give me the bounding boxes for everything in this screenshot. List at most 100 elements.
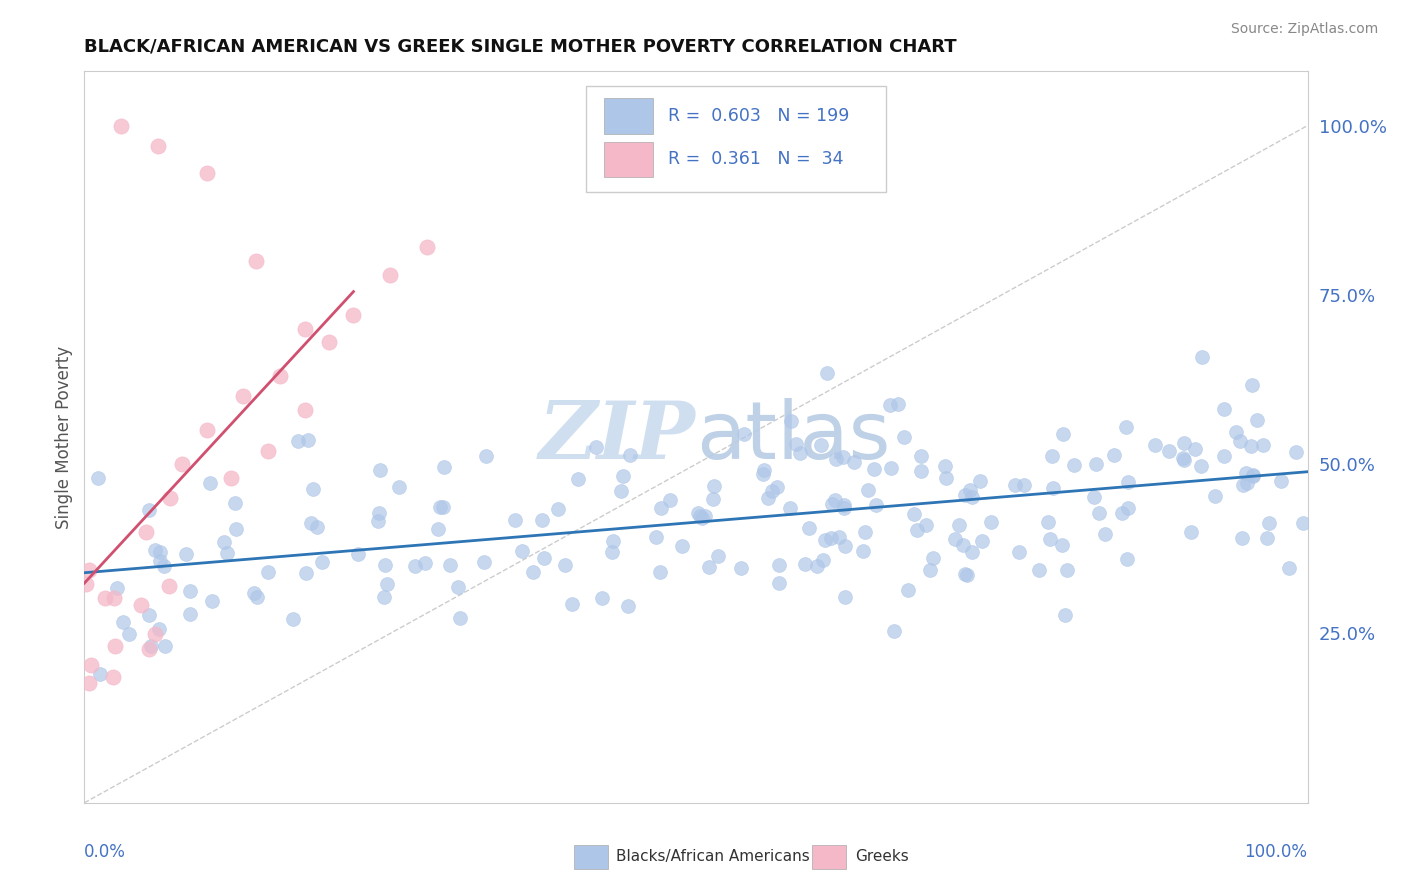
Point [824, 492, 846, 507]
Point [832, 501, 855, 516]
Point [707, 549, 730, 563]
Point [1180, 524, 1202, 539]
Point [1039, 532, 1062, 546]
Point [789, 446, 811, 460]
Point [522, 566, 544, 580]
Point [561, 597, 583, 611]
Point [825, 452, 848, 467]
Point [299, 516, 322, 531]
Point [1292, 516, 1315, 530]
Point [903, 507, 925, 521]
Point [1053, 607, 1076, 622]
Point [1116, 475, 1139, 490]
Point [305, 520, 328, 534]
Point [416, 240, 439, 254]
Point [426, 522, 449, 536]
Point [318, 335, 340, 350]
Point [1241, 467, 1264, 482]
Point [148, 545, 170, 559]
Point [671, 539, 693, 553]
Point [368, 462, 391, 476]
Point [1008, 545, 1031, 559]
Point [918, 563, 941, 577]
Point [619, 448, 641, 462]
Point [212, 535, 235, 549]
Point [612, 469, 634, 483]
Point [159, 491, 181, 505]
Point [645, 530, 668, 544]
Point [311, 555, 333, 569]
Point [658, 492, 681, 507]
Point [1116, 501, 1139, 516]
Point [806, 559, 828, 574]
Point [893, 429, 915, 443]
Point [1036, 515, 1059, 529]
Point [138, 503, 160, 517]
Text: R =  0.603   N = 199: R = 0.603 N = 199 [668, 107, 849, 125]
Point [105, 581, 128, 595]
Text: R =  0.361   N =  34: R = 0.361 N = 34 [668, 150, 844, 168]
Point [827, 530, 849, 544]
Point [1042, 482, 1064, 496]
Point [690, 510, 713, 524]
Point [77, 676, 100, 690]
Point [1116, 552, 1139, 566]
Point [1083, 490, 1105, 504]
Point [834, 591, 856, 605]
Point [610, 483, 633, 498]
Point [914, 518, 936, 533]
Point [585, 441, 607, 455]
Point [934, 459, 956, 474]
Point [779, 500, 801, 515]
Point [602, 533, 624, 548]
Point [1251, 438, 1274, 452]
Text: Greeks: Greeks [855, 849, 908, 864]
Point [752, 467, 775, 481]
Point [1278, 560, 1301, 574]
Point [1229, 434, 1251, 448]
Point [567, 472, 589, 486]
Point [820, 532, 842, 546]
Point [1184, 442, 1206, 456]
Point [648, 566, 671, 580]
Point [1256, 531, 1278, 545]
Point [1159, 444, 1181, 458]
Point [703, 479, 725, 493]
Point [761, 484, 783, 499]
Point [1052, 538, 1074, 552]
Point [794, 557, 817, 571]
Point [799, 520, 821, 534]
Text: Blacks/African Americans: Blacks/African Americans [616, 849, 810, 864]
Point [368, 506, 391, 520]
Text: atlas: atlas [696, 398, 890, 476]
Point [960, 491, 983, 505]
Point [246, 591, 269, 605]
Point [155, 639, 177, 653]
Point [103, 639, 125, 653]
Point [200, 476, 222, 491]
Point [956, 567, 979, 582]
Point [138, 608, 160, 623]
Point [1240, 439, 1263, 453]
Point [1052, 427, 1074, 442]
Point [832, 499, 855, 513]
Point [948, 518, 970, 533]
Point [697, 560, 720, 574]
Point [103, 591, 125, 606]
Point [959, 483, 981, 498]
Point [146, 139, 169, 153]
Point [1173, 453, 1195, 467]
Point [905, 523, 928, 537]
Point [135, 524, 157, 539]
Point [269, 369, 291, 384]
Point [89, 667, 111, 681]
Point [686, 506, 709, 520]
Point [766, 480, 789, 494]
Point [1028, 564, 1050, 578]
Point [93, 591, 115, 606]
Point [232, 389, 254, 403]
Point [879, 398, 901, 412]
Point [1225, 425, 1247, 439]
Point [865, 498, 887, 512]
Point [295, 566, 318, 580]
